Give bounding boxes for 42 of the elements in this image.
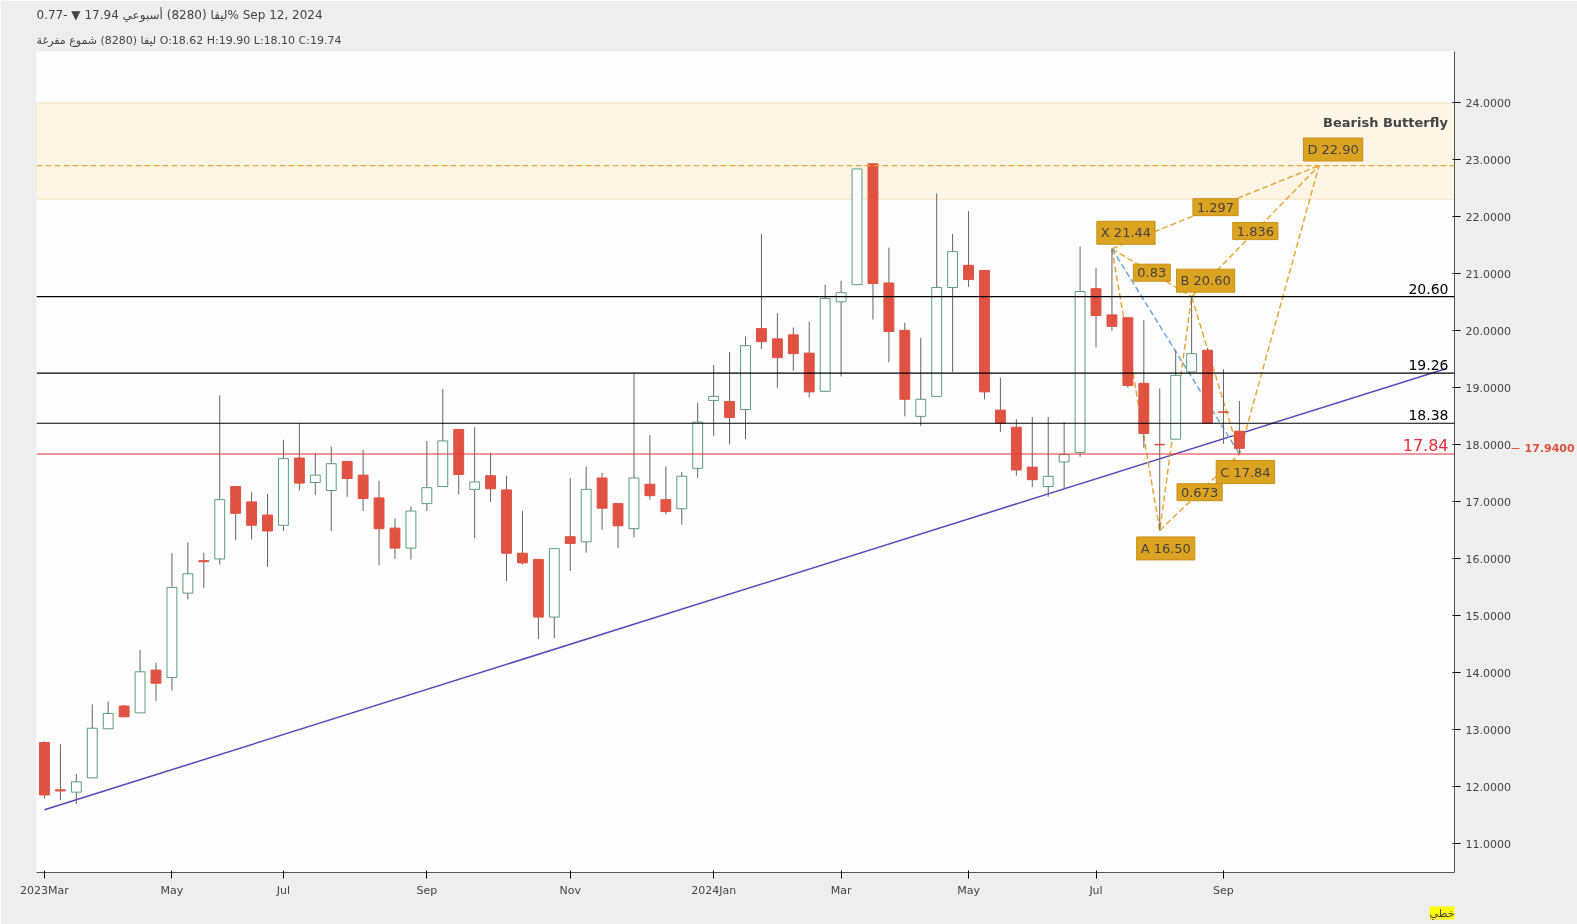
x-tick-label: Sep [1213, 883, 1234, 897]
y-tick-label: 13.0000 [1465, 723, 1511, 737]
text: Bearish Butterfly [1323, 114, 1449, 130]
annotation: X 21.44 [1100, 225, 1152, 241]
annotation: A 16.50 [1140, 540, 1191, 556]
y-tick-label: 12.0000 [1465, 780, 1511, 794]
y-tick-label: 16.0000 [1465, 552, 1511, 566]
y-tick-label: 22.0000 [1465, 210, 1511, 224]
x-tick-label: Jul [1088, 883, 1103, 897]
annotation: 1.836 [1236, 223, 1274, 239]
ref-line-label: 20.60 [1408, 280, 1449, 297]
x-tick-label: Sep [416, 883, 438, 897]
y-tick-label: 18.0000 [1465, 438, 1511, 452]
y-tick-label: 14.0000 [1465, 666, 1511, 680]
x-tick-label: May [957, 883, 981, 897]
text: 17.9400 [1524, 442, 1575, 456]
x-tick-label: May [160, 883, 184, 897]
annotation: 0.83 [1137, 265, 1167, 281]
y-tick-label: 19.0000 [1465, 381, 1511, 395]
y-tick-label: 20.0000 [1465, 324, 1511, 338]
ref-line-label: 17.84 [1402, 436, 1449, 456]
annotation: 0.673 [1180, 484, 1219, 500]
y-tick-label: 11.0000 [1465, 837, 1511, 851]
annotation: C 17.84 [1220, 464, 1271, 480]
chart-subtitle: ليفا (8280) شموع مفرغة O:18.62 H:19.90 L:18.10 C:19.74 [36, 33, 342, 47]
x-tick-label: 2024Jan [691, 883, 737, 897]
y-tick-label: 15.0000 [1465, 609, 1511, 623]
x-tick-label: Mar [830, 883, 852, 897]
y-tick-label: 24.0000 [1465, 96, 1511, 110]
ref-line-label: 18.38 [1408, 407, 1449, 424]
ref-line-label: 19.26 [1408, 357, 1449, 374]
annotation: B 20.60 [1180, 273, 1231, 289]
text: خطي [1429, 906, 1455, 920]
x-tick-label: Nov [559, 883, 582, 897]
y-tick-label: 23.0000 [1465, 153, 1511, 167]
annotation: 1.297 [1196, 199, 1235, 215]
y-tick-label: 17.0000 [1465, 495, 1511, 509]
annotation: D 22.90 [1307, 142, 1359, 158]
y-tick-label: 21.0000 [1465, 267, 1511, 281]
x-tick-label: 2023Mar [20, 883, 70, 897]
x-tick-label: Jul [275, 883, 291, 897]
chart-title: ليفا (8280) أسبوعي 17.94 ▼ -0.77% Sep 12, 2024 [36, 6, 323, 23]
